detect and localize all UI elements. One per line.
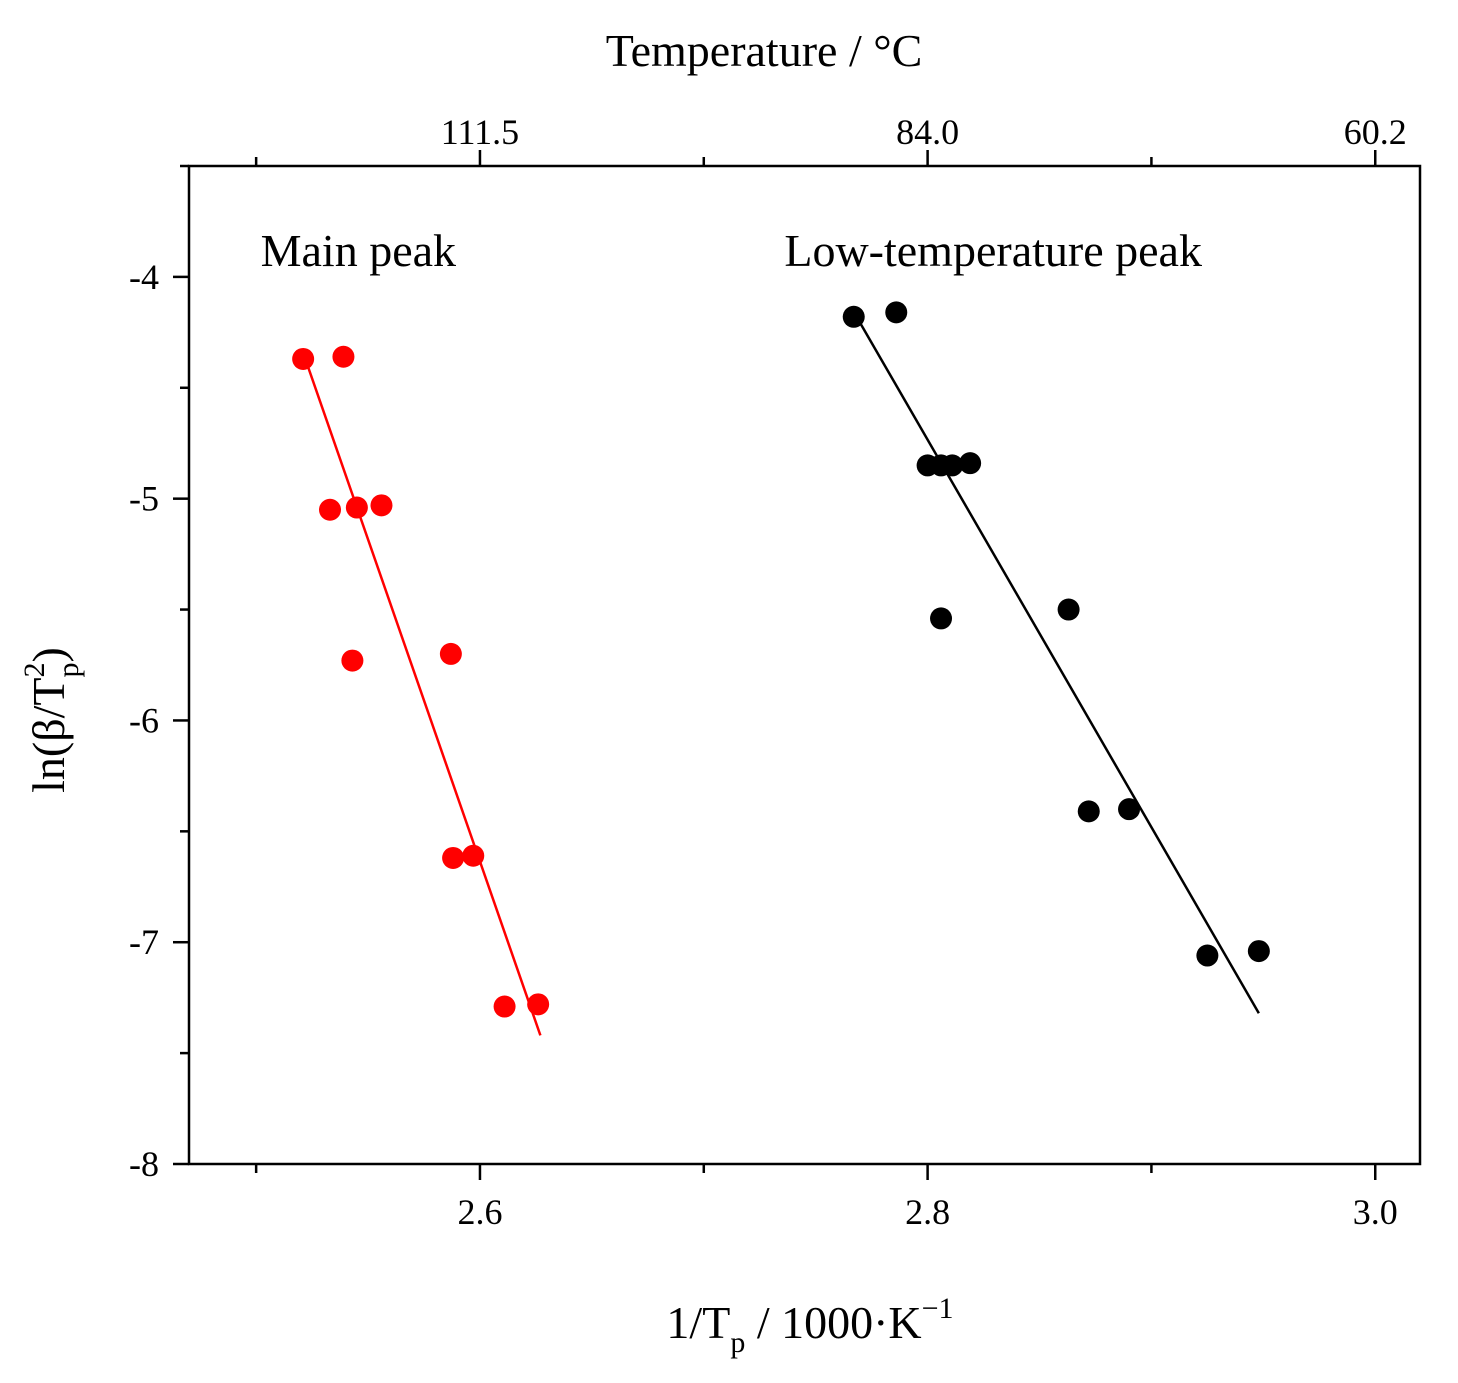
top-tick-label: 111.5 [441,112,519,152]
x-tick-label: 2.6 [457,1192,502,1232]
y-axis-label-pre: ln(β/T [23,677,74,792]
plot-frame [187,164,1422,1166]
data-point-main-peak [370,494,393,517]
y-tick-label: -5 [129,479,159,519]
y-tick-label: -8 [129,1144,159,1184]
y-tick-label: -6 [129,700,159,740]
y-tick-label: -7 [129,922,159,962]
fit-line-low-temperature-peak [859,322,1260,1014]
annotation-main-peak: Main peak [261,225,456,276]
x-tick-label: 2.8 [905,1192,950,1232]
data-point-low-temperature-peak [1196,944,1219,967]
data-point-low-temperature-peak [959,452,982,475]
data-point-low-temperature-peak [1247,940,1270,963]
data-point-main-peak [292,347,315,370]
data-point-low-temperature-peak [885,301,908,324]
tick-labels: 2.6 2.8 3.0 111.5 84.0 60.2 -8 -7 -6 -5 -4 [129,112,1407,1232]
y-tick-label: -4 [129,257,159,297]
top-axis-title: Temperature / °C [606,25,923,76]
x-axis-label-sup: −1 [922,1292,954,1325]
y-axis-label: ln(β/T2p) [18,647,85,793]
x-axis-label-rest: / 1000·K [745,1297,921,1348]
data-point-main-peak [332,345,355,368]
x-axis-label: 1/Tp / 1000·K−1 [666,1292,953,1359]
data-point-main-peak [319,498,342,521]
tick-marks [173,150,1377,1180]
data-point-main-peak [439,642,462,665]
y-axis-label-sub: p [52,662,85,677]
fit-line-main-peak [306,365,542,1036]
data-point-low-temperature-peak [842,305,865,328]
data-point-low-temperature-peak [941,454,964,477]
fit-lines [306,322,1260,1036]
data-point-low-temperature-peak [1057,598,1080,621]
x-axis-label-sub: p [730,1326,745,1359]
data-point-low-temperature-peak [1118,798,1141,821]
top-tick-label: 60.2 [1344,112,1407,152]
data-points [292,301,1270,1018]
y-axis-label-sup: 2 [18,662,51,677]
data-point-main-peak [462,844,485,867]
data-point-main-peak [442,846,465,869]
data-point-low-temperature-peak [930,607,953,630]
y-axis-label-post: ) [23,647,74,662]
data-point-main-peak [345,496,368,519]
data-point-low-temperature-peak [1077,800,1100,823]
data-point-main-peak [341,649,364,672]
annotation-low-temperature-peak: Low-temperature peak [784,225,1202,276]
top-tick-label: 84.0 [896,112,959,152]
x-tick-label: 3.0 [1353,1192,1398,1232]
data-point-main-peak [493,995,516,1018]
data-point-main-peak [527,993,550,1016]
x-axis-label-base: 1/T [666,1297,730,1348]
